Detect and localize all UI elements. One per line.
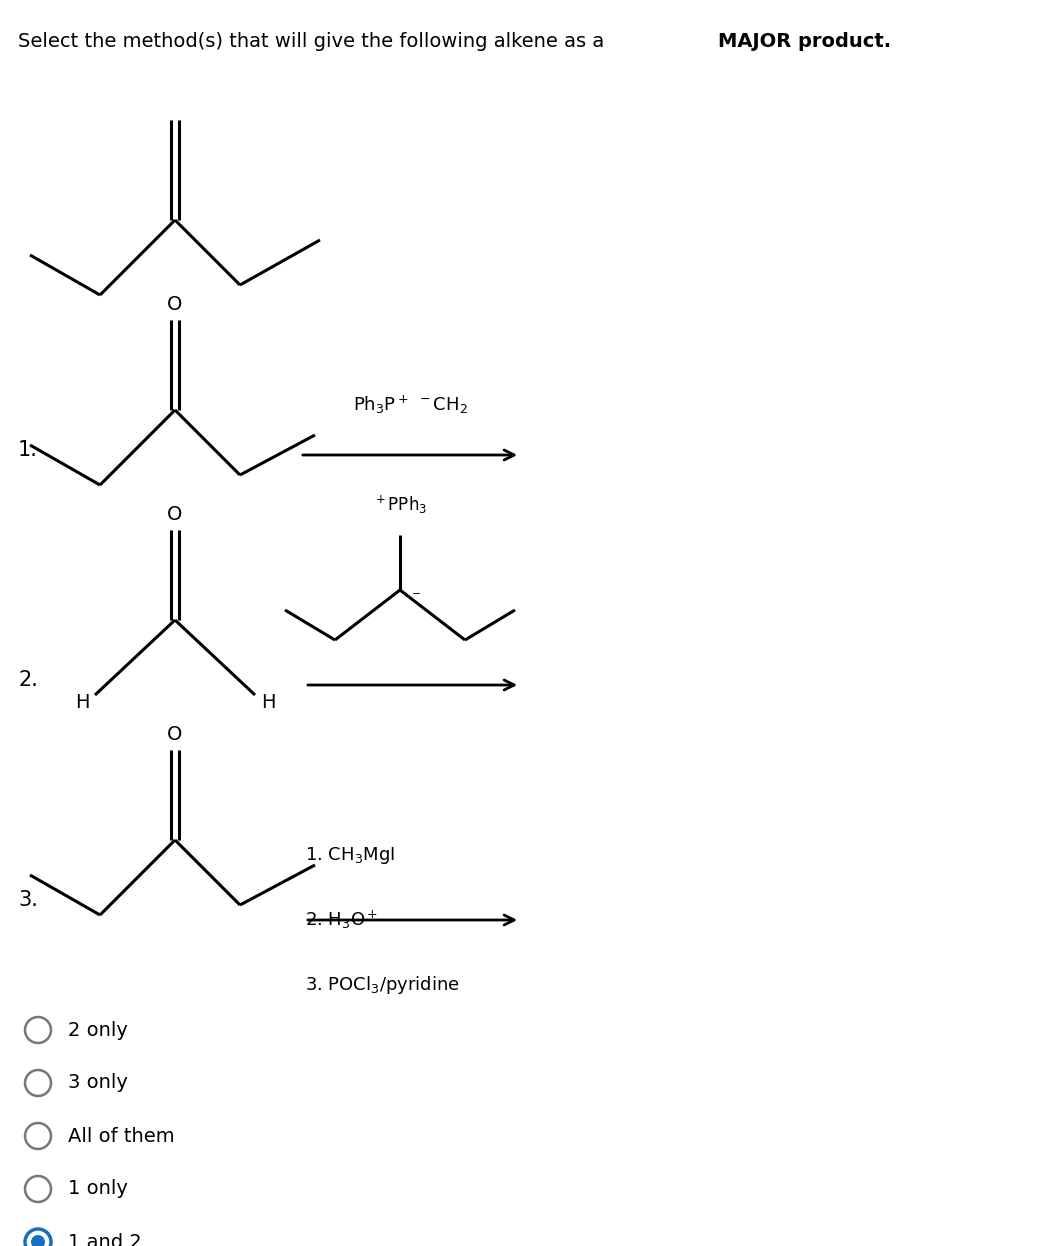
Text: H: H	[75, 693, 89, 711]
Circle shape	[31, 1235, 45, 1246]
Text: 3. POCl$_3$/pyridine: 3. POCl$_3$/pyridine	[305, 974, 459, 996]
Text: 2. H$_3$O$^+$: 2. H$_3$O$^+$	[305, 908, 378, 931]
Text: MAJOR product.: MAJOR product.	[718, 32, 892, 51]
Text: H: H	[261, 693, 276, 711]
Circle shape	[25, 1229, 51, 1246]
Text: 3.: 3.	[18, 890, 38, 910]
Text: Select the method(s) that will give the following alkene as a: Select the method(s) that will give the …	[18, 32, 611, 51]
Text: 2.: 2.	[18, 670, 38, 690]
Text: O: O	[167, 295, 183, 314]
Text: 2 only: 2 only	[68, 1020, 127, 1039]
Text: 1.: 1.	[18, 440, 38, 460]
Text: 3 only: 3 only	[68, 1074, 127, 1093]
Text: 1. CH$_3$MgI: 1. CH$_3$MgI	[305, 845, 395, 866]
Text: $^-$: $^-$	[409, 591, 421, 606]
Text: 1 only: 1 only	[68, 1180, 127, 1199]
Text: O: O	[167, 506, 183, 525]
Text: All of them: All of them	[68, 1126, 174, 1145]
Text: Ph$_3$P$^+$ $^-$CH$_2$: Ph$_3$P$^+$ $^-$CH$_2$	[353, 394, 468, 416]
Text: 1 and 2: 1 and 2	[68, 1232, 142, 1246]
Text: $^+$PPh$_3$: $^+$PPh$_3$	[373, 493, 427, 516]
Text: O: O	[167, 725, 183, 745]
